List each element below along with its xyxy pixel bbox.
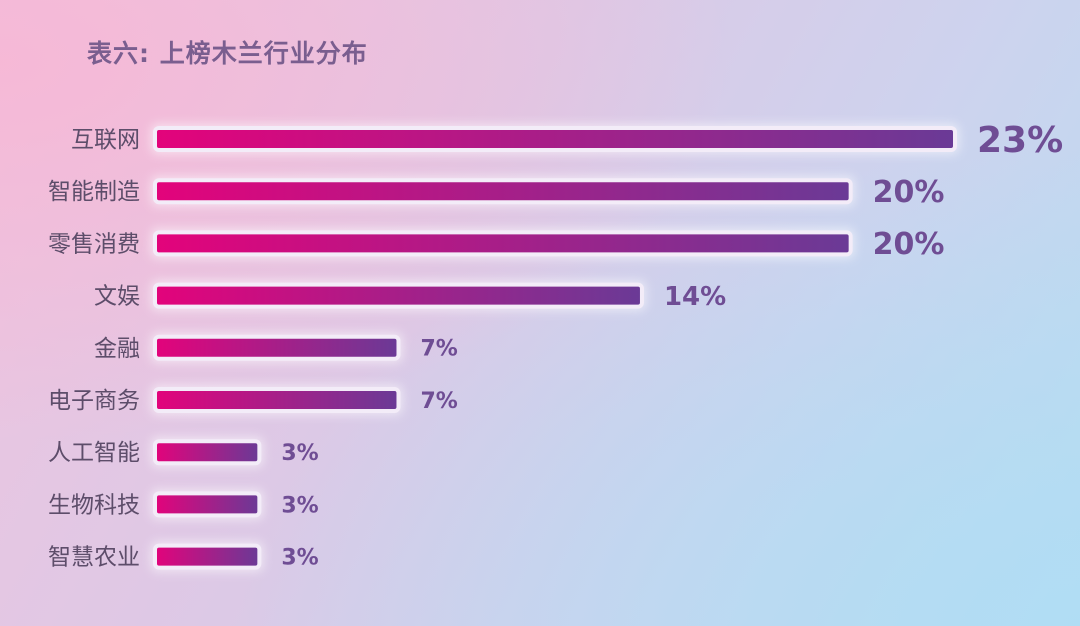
value-label: 7% — [420, 389, 457, 414]
bar — [153, 178, 853, 205]
category-label: 金融 — [94, 336, 140, 362]
value-label: 3% — [281, 546, 318, 571]
bar — [153, 543, 262, 570]
bar — [153, 282, 644, 309]
bar — [153, 334, 401, 361]
chart-title: 表六: 上榜木兰行业分布 — [87, 39, 368, 68]
value-label: 3% — [281, 493, 318, 518]
category-label: 零售消费 — [48, 231, 140, 257]
bar — [153, 230, 853, 257]
category-label: 人工智能 — [48, 440, 140, 466]
value-label: 20% — [873, 227, 945, 262]
value-label: 3% — [281, 441, 318, 466]
category-label: 生物科技 — [48, 492, 140, 518]
bar — [153, 491, 262, 518]
value-label: 14% — [664, 282, 726, 312]
value-label: 7% — [420, 337, 457, 362]
value-label: 23% — [977, 120, 1063, 161]
bar — [153, 439, 262, 466]
category-label: 智能制造 — [48, 179, 140, 205]
value-label: 20% — [873, 175, 945, 210]
bar — [153, 126, 957, 152]
category-label: 文娱 — [94, 284, 140, 310]
bar — [153, 387, 401, 413]
category-label: 互联网 — [71, 127, 140, 153]
category-label: 电子商务 — [48, 388, 140, 414]
category-label: 智慧农业 — [48, 545, 140, 571]
